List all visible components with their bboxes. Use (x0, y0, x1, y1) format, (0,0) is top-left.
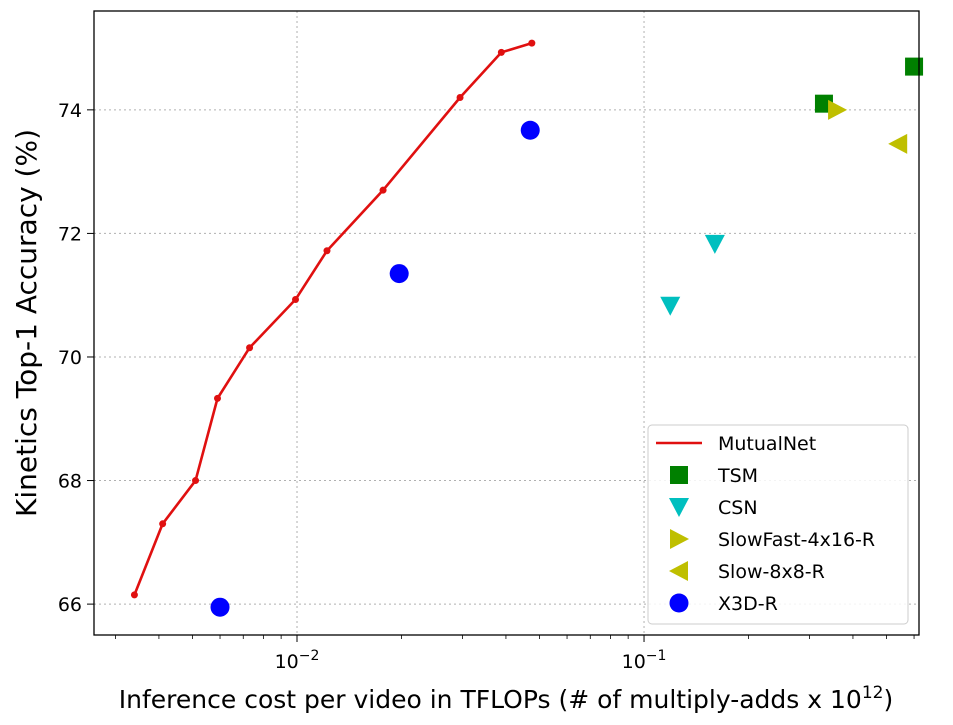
plot-marks (130, 39, 924, 617)
y-tick-label: 66 (58, 594, 82, 616)
series-point-slowfast-4x16-r (828, 99, 848, 120)
series-point-x3d-r (520, 120, 540, 140)
x-tick-label-exponent: −2 (299, 648, 320, 664)
series-point-slow-8x8-r (888, 133, 908, 154)
x-axis-label-superscript: 12 (862, 683, 884, 703)
series-point-mutualnet (497, 48, 505, 56)
x-tick-label: 10−1 (622, 648, 667, 673)
legend-label-csn: CSN (718, 497, 758, 519)
series-point-x3d-r (210, 597, 230, 617)
x-tick-label-exponent: −1 (646, 648, 667, 664)
y-tick-label: 70 (58, 347, 82, 369)
plot-frame (93, 10, 920, 636)
y-tick-label: 74 (58, 100, 82, 122)
series-point-mutualnet (213, 394, 221, 402)
legend-label-slowfast-4x16-r: SlowFast-4x16-R (718, 529, 875, 551)
legend-swatch-x3d-r (669, 593, 689, 613)
x-tick-label-base: 10 (275, 651, 299, 673)
series-point-mutualnet (379, 186, 387, 194)
y-axis-label: Kinetics Top-1 Accuracy (%) (10, 129, 43, 517)
legend-swatch-csn (669, 498, 689, 517)
x-tick-label: 10−2 (275, 648, 320, 673)
x-axis-label: Inference cost per video in TFLOPs (# of… (119, 683, 893, 714)
series-point-mutualnet (291, 296, 299, 304)
series-point-mutualnet (528, 39, 536, 47)
series-line-mutualnet (133, 41, 533, 596)
x-tick-label-base: 10 (622, 651, 646, 673)
series-point-mutualnet (323, 247, 331, 255)
legend-label-mutualnet: MutualNet (718, 433, 816, 455)
series-point-mutualnet (130, 591, 138, 599)
series-point-mutualnet (246, 344, 254, 352)
series-point-csn (704, 234, 725, 254)
legend-box (647, 424, 909, 625)
legend-swatch-slowfast-4x16-r (670, 529, 689, 549)
legend: MutualNet TSM CSN SlowFast-4x16-R Slow-8x8-R… (647, 424, 909, 625)
y-tick-label: 68 (58, 471, 82, 493)
legend-label-tsm: TSM (717, 465, 758, 487)
legend-swatch-tsm (670, 466, 688, 484)
y-tick-label: 72 (58, 223, 82, 245)
legend-label-x3d-r: X3D-R (718, 593, 778, 615)
legend-swatch-slow-8x8-r (669, 561, 688, 581)
grid-lines (94, 11, 919, 635)
series-point-x3d-r (389, 264, 409, 284)
series-point-mutualnet (192, 477, 200, 485)
series-point-csn (660, 296, 681, 316)
x-axis-label-suffix: ) (883, 685, 893, 714)
x-axis-label-main: Inference cost per video in TFLOPs (# of… (119, 685, 862, 714)
series-point-tsm (905, 57, 924, 76)
series-point-mutualnet (456, 93, 464, 101)
series-point-mutualnet (159, 520, 167, 528)
legend-label-slow-8x8-r: Slow-8x8-R (718, 561, 825, 583)
